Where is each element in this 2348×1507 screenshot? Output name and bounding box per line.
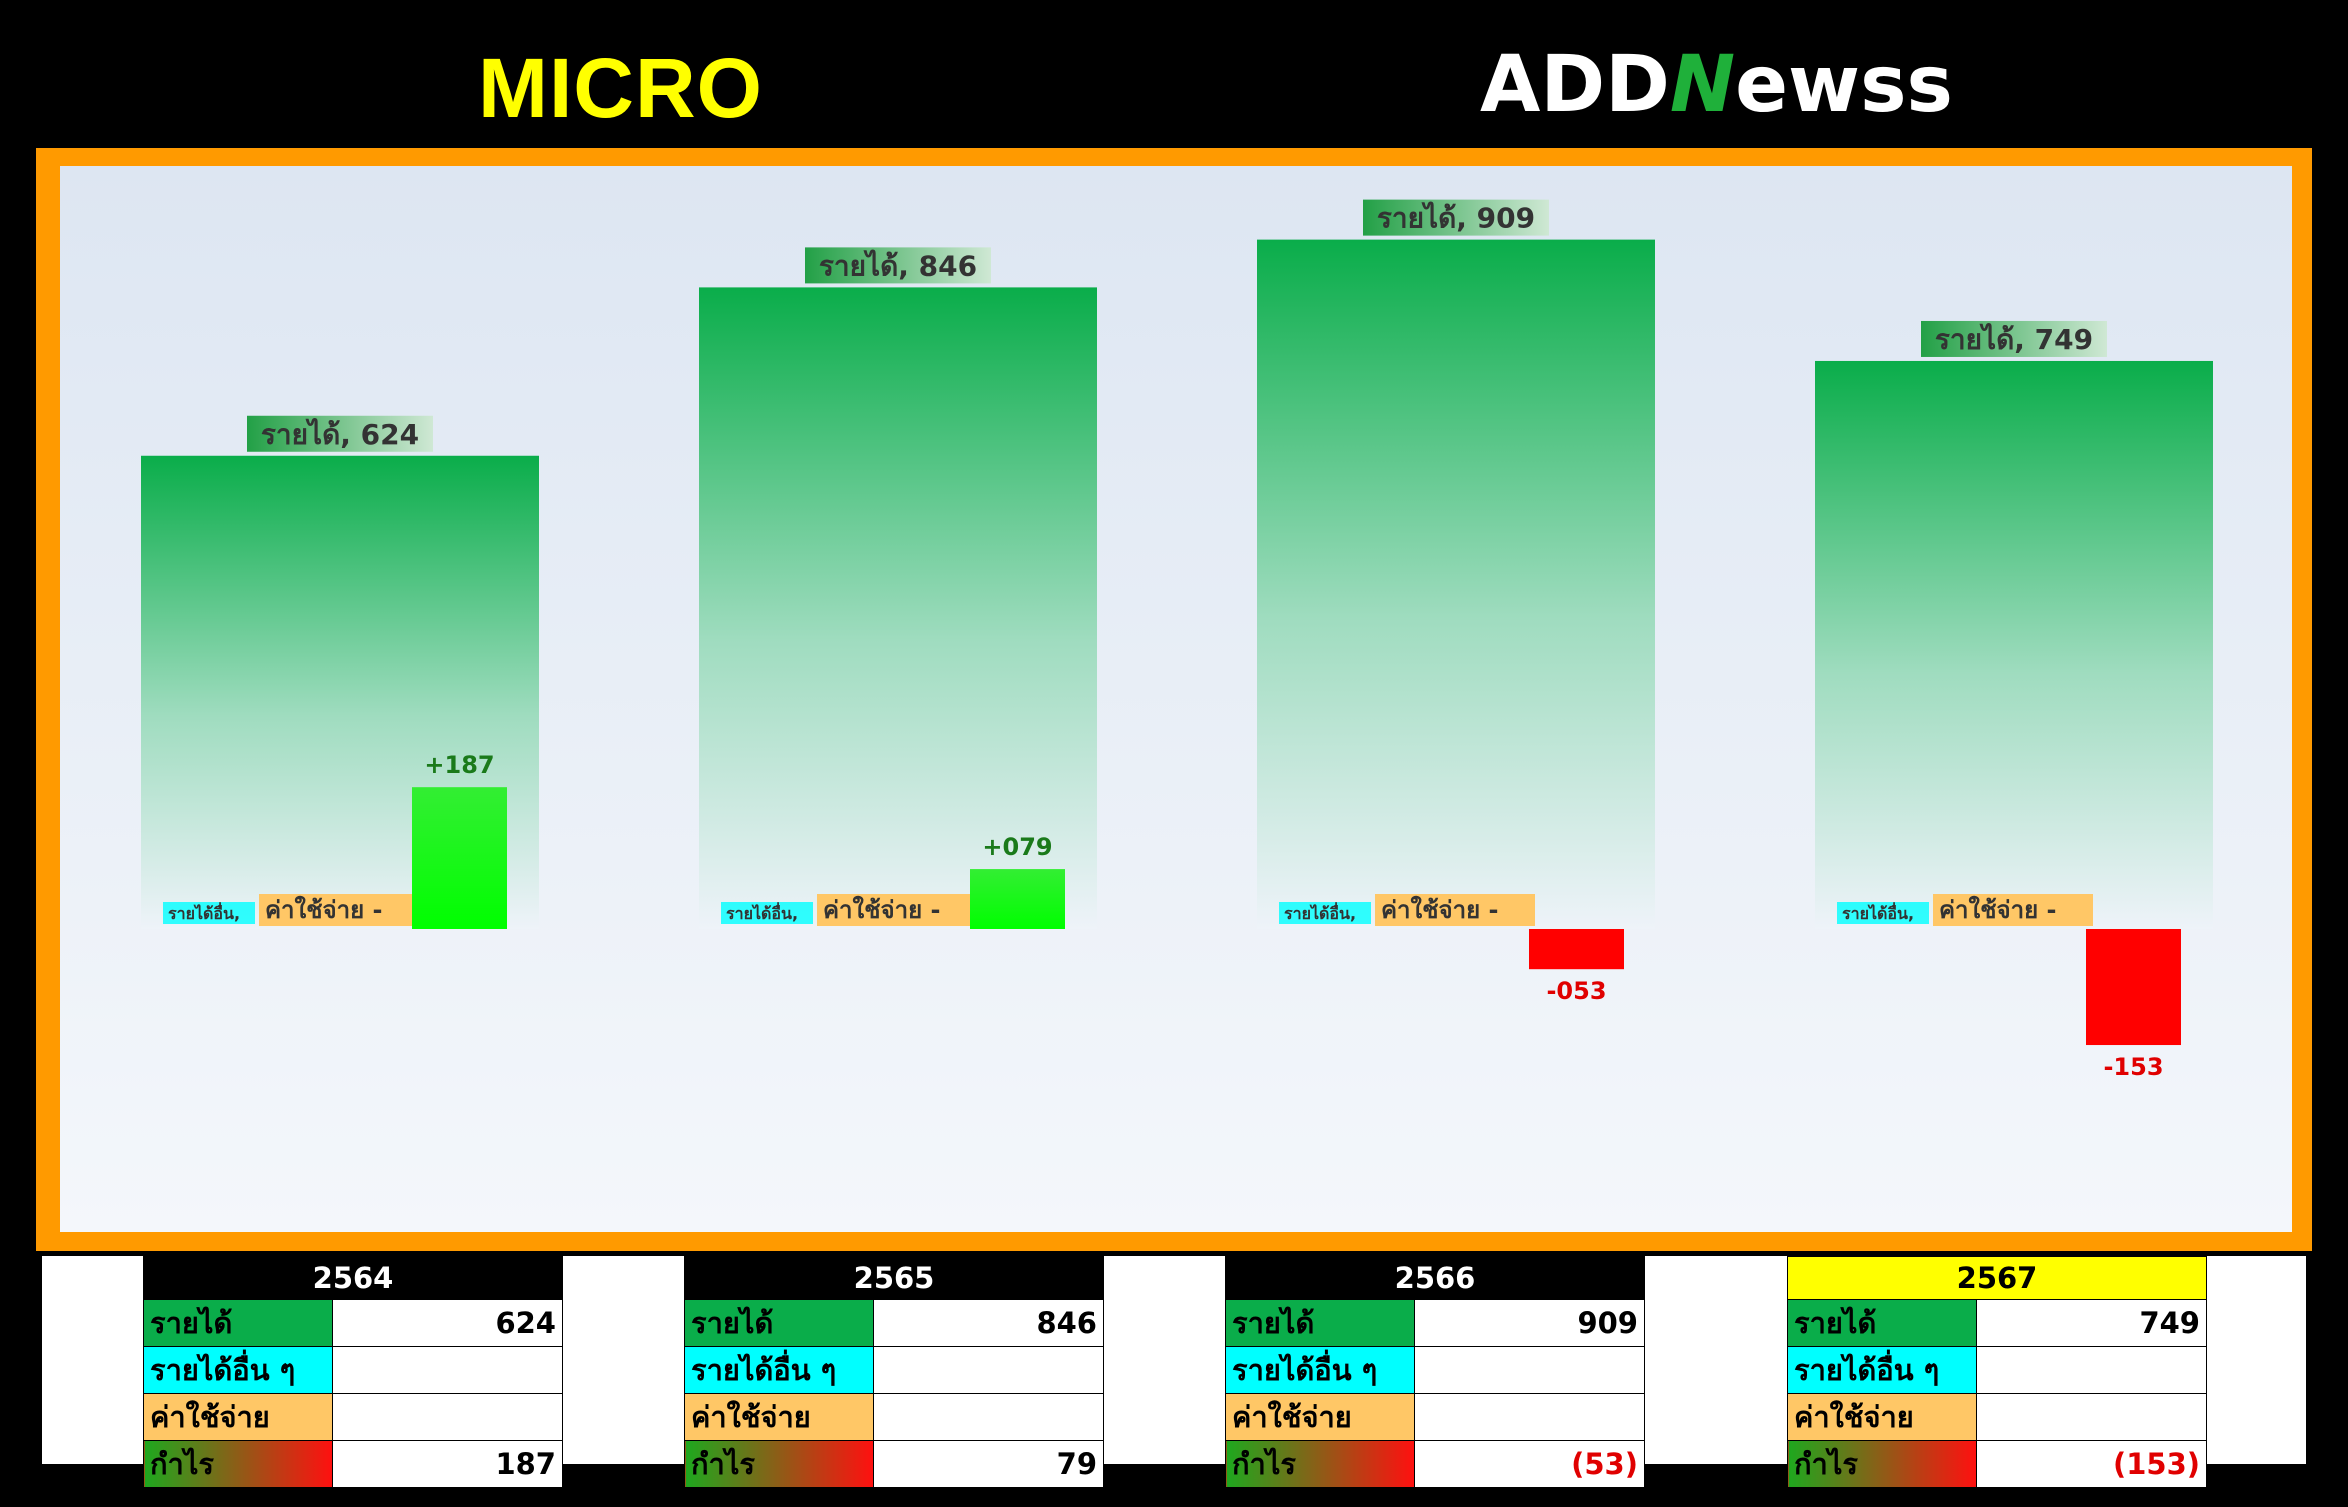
summary-table-2566: 2566 รายได้ 909 รายได้อื่น ๆค่าใช้จ่าย กำไร(… bbox=[1225, 1256, 1645, 1488]
profit-data-label-2566: -053 bbox=[1546, 977, 1606, 1005]
table-row: ค่าใช้จ่าย bbox=[1787, 1393, 2207, 1441]
revenue-label-box-2564 bbox=[247, 415, 433, 452]
table-row: ค่าใช้จ่าย bbox=[684, 1393, 1104, 1441]
revenue-data-label-2564: รายได้, 624 bbox=[261, 418, 419, 451]
expense-value-cell bbox=[1976, 1393, 2207, 1441]
expense-value-cell bbox=[1414, 1393, 1645, 1441]
other-income-value-cell bbox=[1414, 1346, 1645, 1394]
other-data-label-2567: รายได้อื่น, bbox=[1842, 902, 1914, 923]
revenue-value-cell: 749 bbox=[1976, 1299, 2207, 1347]
expense-label-cell: ค่าใช้จ่าย bbox=[684, 1393, 874, 1441]
table-row: รายได้ 624 bbox=[143, 1299, 563, 1347]
revenue-value-cell: 846 bbox=[873, 1299, 1104, 1347]
profit-label-cell: กำไร bbox=[684, 1440, 874, 1488]
profit-value-cell: 187 bbox=[332, 1440, 563, 1488]
profit-data-label-2564: +187 bbox=[424, 751, 494, 779]
table-row: รายได้อื่น ๆ bbox=[684, 1346, 1104, 1394]
table-row: กำไร 187 bbox=[143, 1440, 563, 1488]
page-title: MICRO bbox=[478, 41, 763, 135]
profit-label-cell: กำไร bbox=[143, 1440, 333, 1488]
table-year-header: 2566 bbox=[1225, 1256, 1645, 1300]
chart-svg: รายได้, 624 รายได้อื่น, ค่าใช้จ่าย - +187 รา… bbox=[141, 199, 2213, 1081]
profit-bar-2565 bbox=[970, 869, 1065, 929]
table-row: รายได้อื่น ๆ bbox=[1225, 1346, 1645, 1394]
revenue-data-label-2566: รายได้, 909 bbox=[1377, 202, 1535, 235]
summary-table-2567: 2567 รายได้ 749 รายได้อื่น ๆค่าใช้จ่าย กำไร(… bbox=[1787, 1256, 2207, 1488]
other-label-box-2565 bbox=[721, 902, 813, 924]
revenue-label-box-2565 bbox=[805, 247, 991, 284]
expense-data-label-2564: ค่าใช้จ่าย - bbox=[265, 895, 382, 924]
profit-label-cell: กำไร bbox=[1225, 1440, 1415, 1488]
expense-label-box-2567 bbox=[1933, 894, 2093, 926]
other-data-label-2565: รายได้อื่น, bbox=[726, 902, 798, 923]
other-label-box-2566 bbox=[1279, 902, 1371, 924]
table-row: รายได้ 846 bbox=[684, 1299, 1104, 1347]
logo-part-a: ADD bbox=[1480, 40, 1670, 130]
table-row: รายได้ 909 bbox=[1225, 1299, 1645, 1347]
revenue-bar-2565 bbox=[699, 287, 1097, 929]
other-label-box-2567 bbox=[1837, 902, 1929, 924]
revenue-value-cell: 909 bbox=[1414, 1299, 1645, 1347]
logo-part-c: ewss bbox=[1735, 40, 1953, 130]
brand-logo: ADDNewss bbox=[1480, 40, 1953, 140]
other-income-value-cell bbox=[873, 1346, 1104, 1394]
expense-label-cell: ค่าใช้จ่าย bbox=[1787, 1393, 1977, 1441]
summary-table-2565: 2565 รายได้ 846 รายได้อื่น ๆค่าใช้จ่าย กำไร 7… bbox=[684, 1256, 1104, 1488]
revenue-label-box-2567 bbox=[1921, 320, 2107, 357]
revenue-data-label-2567: รายได้, 749 bbox=[1935, 323, 2093, 356]
table-year-header: 2565 bbox=[684, 1256, 1104, 1300]
revenue-label-cell: รายได้ bbox=[143, 1299, 333, 1347]
expense-data-label-2565: ค่าใช้จ่าย - bbox=[823, 895, 940, 924]
expense-label-box-2565 bbox=[817, 894, 977, 926]
table-row: รายได้ 749 bbox=[1787, 1299, 2207, 1347]
table-row: ค่าใช้จ่าย bbox=[143, 1393, 563, 1441]
other-income-label-cell: รายได้อื่น ๆ bbox=[684, 1346, 874, 1394]
table-year-header: 2567 bbox=[1787, 1256, 2207, 1300]
table-row: กำไร 79 bbox=[684, 1440, 1104, 1488]
expense-data-label-2567: ค่าใช้จ่าย - bbox=[1939, 895, 2056, 924]
revenue-label-box-2566 bbox=[1363, 199, 1549, 236]
other-income-label-cell: รายได้อื่น ๆ bbox=[143, 1346, 333, 1394]
revenue-label-cell: รายได้ bbox=[1225, 1299, 1415, 1347]
logo-part-b: N bbox=[1669, 40, 1736, 130]
table-row: รายได้อื่น ๆ bbox=[143, 1346, 563, 1394]
table-row: รายได้อื่น ๆ bbox=[1787, 1346, 2207, 1394]
profit-bar-2564 bbox=[412, 787, 507, 929]
table-row: กำไร (53) bbox=[1225, 1440, 1645, 1488]
revenue-data-label-2565: รายได้, 846 bbox=[819, 249, 977, 282]
revenue-label-cell: รายได้ bbox=[1787, 1299, 1977, 1347]
expense-label-cell: ค่าใช้จ่าย bbox=[1225, 1393, 1415, 1441]
expense-label-box-2564 bbox=[259, 894, 419, 926]
profit-value-cell: (53) bbox=[1414, 1440, 1645, 1488]
revenue-value-cell: 624 bbox=[332, 1299, 563, 1347]
profit-bar-2566 bbox=[1529, 929, 1624, 970]
profit-value-cell: 79 bbox=[873, 1440, 1104, 1488]
summary-table-2564: 2564 รายได้ 624 รายได้อื่น ๆค่าใช้จ่าย กำไร 1… bbox=[143, 1256, 563, 1488]
expense-label-cell: ค่าใช้จ่าย bbox=[143, 1393, 333, 1441]
other-income-label-cell: รายได้อื่น ๆ bbox=[1225, 1346, 1415, 1394]
other-data-label-2564: รายได้อื่น, bbox=[168, 902, 240, 923]
profit-label-cell: กำไร bbox=[1787, 1440, 1977, 1488]
table-row: กำไร (153) bbox=[1787, 1440, 2207, 1488]
table-row: ค่าใช้จ่าย bbox=[1225, 1393, 1645, 1441]
expense-data-label-2566: ค่าใช้จ่าย - bbox=[1381, 895, 1498, 924]
revenue-bar-2566 bbox=[1257, 239, 1655, 930]
profit-data-label-2567: -153 bbox=[2103, 1053, 2163, 1081]
revenue-bar-2567 bbox=[1815, 360, 2213, 930]
revenue-label-cell: รายได้ bbox=[684, 1299, 874, 1347]
expense-value-cell bbox=[873, 1393, 1104, 1441]
chart-plot-area: รายได้, 624 รายได้อื่น, ค่าใช้จ่าย - +187 รา… bbox=[60, 166, 2292, 1232]
other-data-label-2566: รายได้อื่น, bbox=[1284, 902, 1356, 923]
other-income-value-cell bbox=[1976, 1346, 2207, 1394]
table-year-header: 2564 bbox=[143, 1256, 563, 1300]
profit-data-label-2565: +079 bbox=[982, 833, 1052, 861]
profit-value-cell: (153) bbox=[1976, 1440, 2207, 1488]
other-income-label-cell: รายได้อื่น ๆ bbox=[1787, 1346, 1977, 1394]
profit-bar-2567 bbox=[2086, 929, 2181, 1046]
other-label-box-2564 bbox=[163, 902, 255, 924]
expense-value-cell bbox=[332, 1393, 563, 1441]
expense-label-box-2566 bbox=[1375, 894, 1535, 926]
other-income-value-cell bbox=[332, 1346, 563, 1394]
